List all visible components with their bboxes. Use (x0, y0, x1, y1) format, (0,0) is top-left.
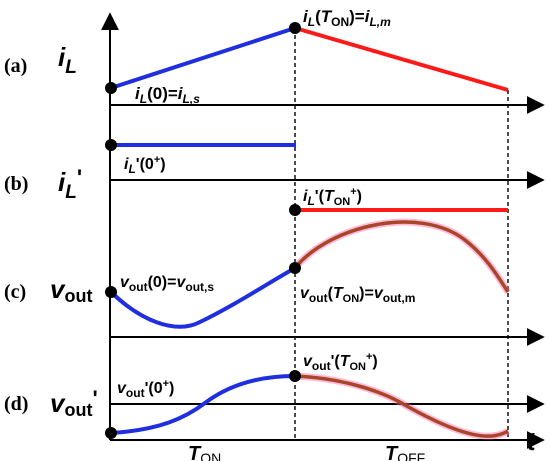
voutp-peak-dot (289, 370, 301, 382)
voutp-start-dot (105, 427, 117, 439)
panel-tag-d: (d) (4, 393, 28, 415)
il-rise-line (110, 26, 296, 90)
il-peak-label: iL(TON)=iL,m (303, 7, 391, 29)
vout-start-label: vout(0)=vout,s (120, 274, 214, 294)
toff-label: TOFF (385, 443, 425, 461)
voutp-peak-label: vout'(TON+) (303, 351, 378, 373)
ilp-jump-label: iL'(TON+) (303, 186, 362, 208)
ilp-jump-dot (289, 204, 301, 216)
vout-peak-label: vout(TON)=vout,m (300, 285, 415, 305)
il-fall-line (294, 26, 509, 92)
var-label-a: iL (58, 42, 77, 78)
vout-start-dot (105, 286, 117, 298)
voutp-off-curve (294, 374, 509, 438)
var-label-c: vout (50, 274, 92, 306)
panel-tag-a: (a) (4, 55, 27, 77)
vout-peak-dot (289, 262, 301, 274)
ilp-start-dot (105, 139, 117, 151)
vout-on-curve (109, 266, 296, 329)
il-start-label: iL(0)=iL,s (135, 84, 200, 106)
voutp-off-glow (294, 372, 510, 440)
vout-off-glow (292, 218, 511, 294)
voutp-on-curve (110, 374, 296, 435)
ton-label: TON (188, 443, 221, 461)
panel-tag-b: (b) (4, 173, 28, 195)
var-label-d: vout' (50, 386, 98, 420)
panel-tag-c: (c) (4, 281, 26, 303)
il-start-dot (105, 82, 117, 94)
time-variable-label: t (527, 426, 537, 456)
voutp-start-label: vout'(0+) (117, 378, 174, 400)
il-peak-dot (289, 22, 301, 34)
ilp-start-label: iL'(0+) (124, 154, 166, 176)
var-label-b: iL' (58, 165, 82, 203)
vout-off-curve (293, 220, 510, 293)
